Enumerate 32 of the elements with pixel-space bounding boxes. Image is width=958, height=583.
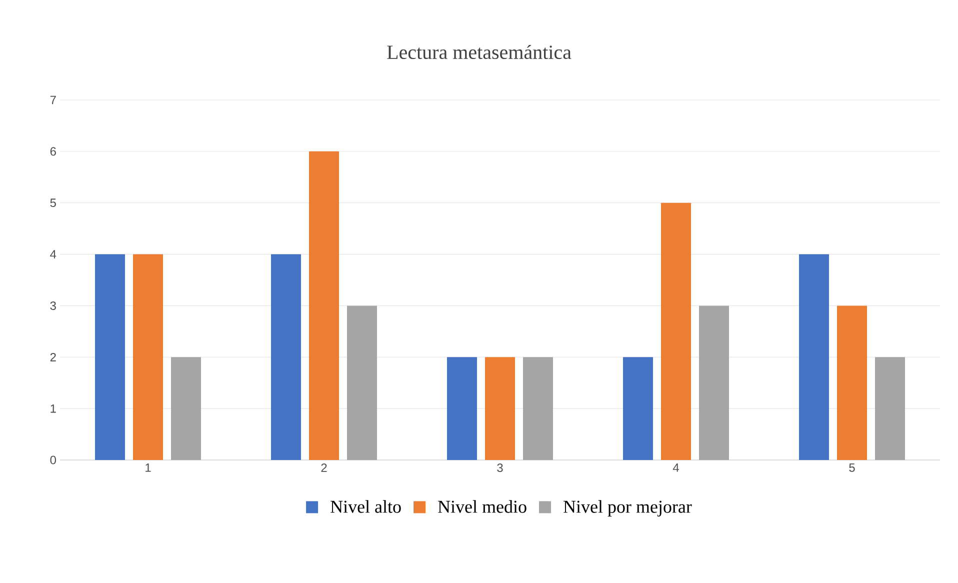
y-tick-label: 0 bbox=[50, 456, 56, 464]
bar bbox=[661, 202, 692, 460]
bar bbox=[699, 306, 730, 460]
y-tick-label: 7 bbox=[50, 96, 56, 104]
y-tick-label: 3 bbox=[50, 301, 56, 310]
bar bbox=[95, 254, 126, 460]
x-tick-label: 5 bbox=[849, 464, 855, 472]
bar bbox=[875, 357, 905, 460]
bar bbox=[523, 357, 553, 460]
bar bbox=[309, 151, 340, 460]
bar bbox=[271, 254, 302, 460]
bar bbox=[799, 254, 829, 460]
bar bbox=[447, 357, 478, 460]
chart-title: Lectura metasemántica bbox=[387, 44, 572, 60]
x-tick-label: 2 bbox=[321, 464, 327, 472]
y-tick-label: 4 bbox=[50, 250, 56, 258]
x-tick-label: 4 bbox=[672, 464, 679, 472]
bar bbox=[171, 357, 202, 460]
y-tick-label: 6 bbox=[50, 147, 56, 156]
x-tick-label: 3 bbox=[497, 464, 503, 472]
bar bbox=[623, 357, 653, 460]
legend-label: Nivel medio bbox=[438, 500, 526, 513]
y-tick-label: 1 bbox=[50, 404, 56, 413]
x-tick-label: 1 bbox=[146, 464, 151, 472]
bar bbox=[347, 306, 378, 460]
y-tick-label: 2 bbox=[50, 352, 56, 362]
bar bbox=[837, 306, 867, 460]
y-tick-label: 5 bbox=[50, 198, 56, 208]
bar bbox=[485, 357, 516, 460]
legend-label: Nivel por mejorar bbox=[564, 500, 692, 517]
bar bbox=[133, 254, 164, 460]
legend-label: Nivel alto bbox=[330, 500, 401, 513]
